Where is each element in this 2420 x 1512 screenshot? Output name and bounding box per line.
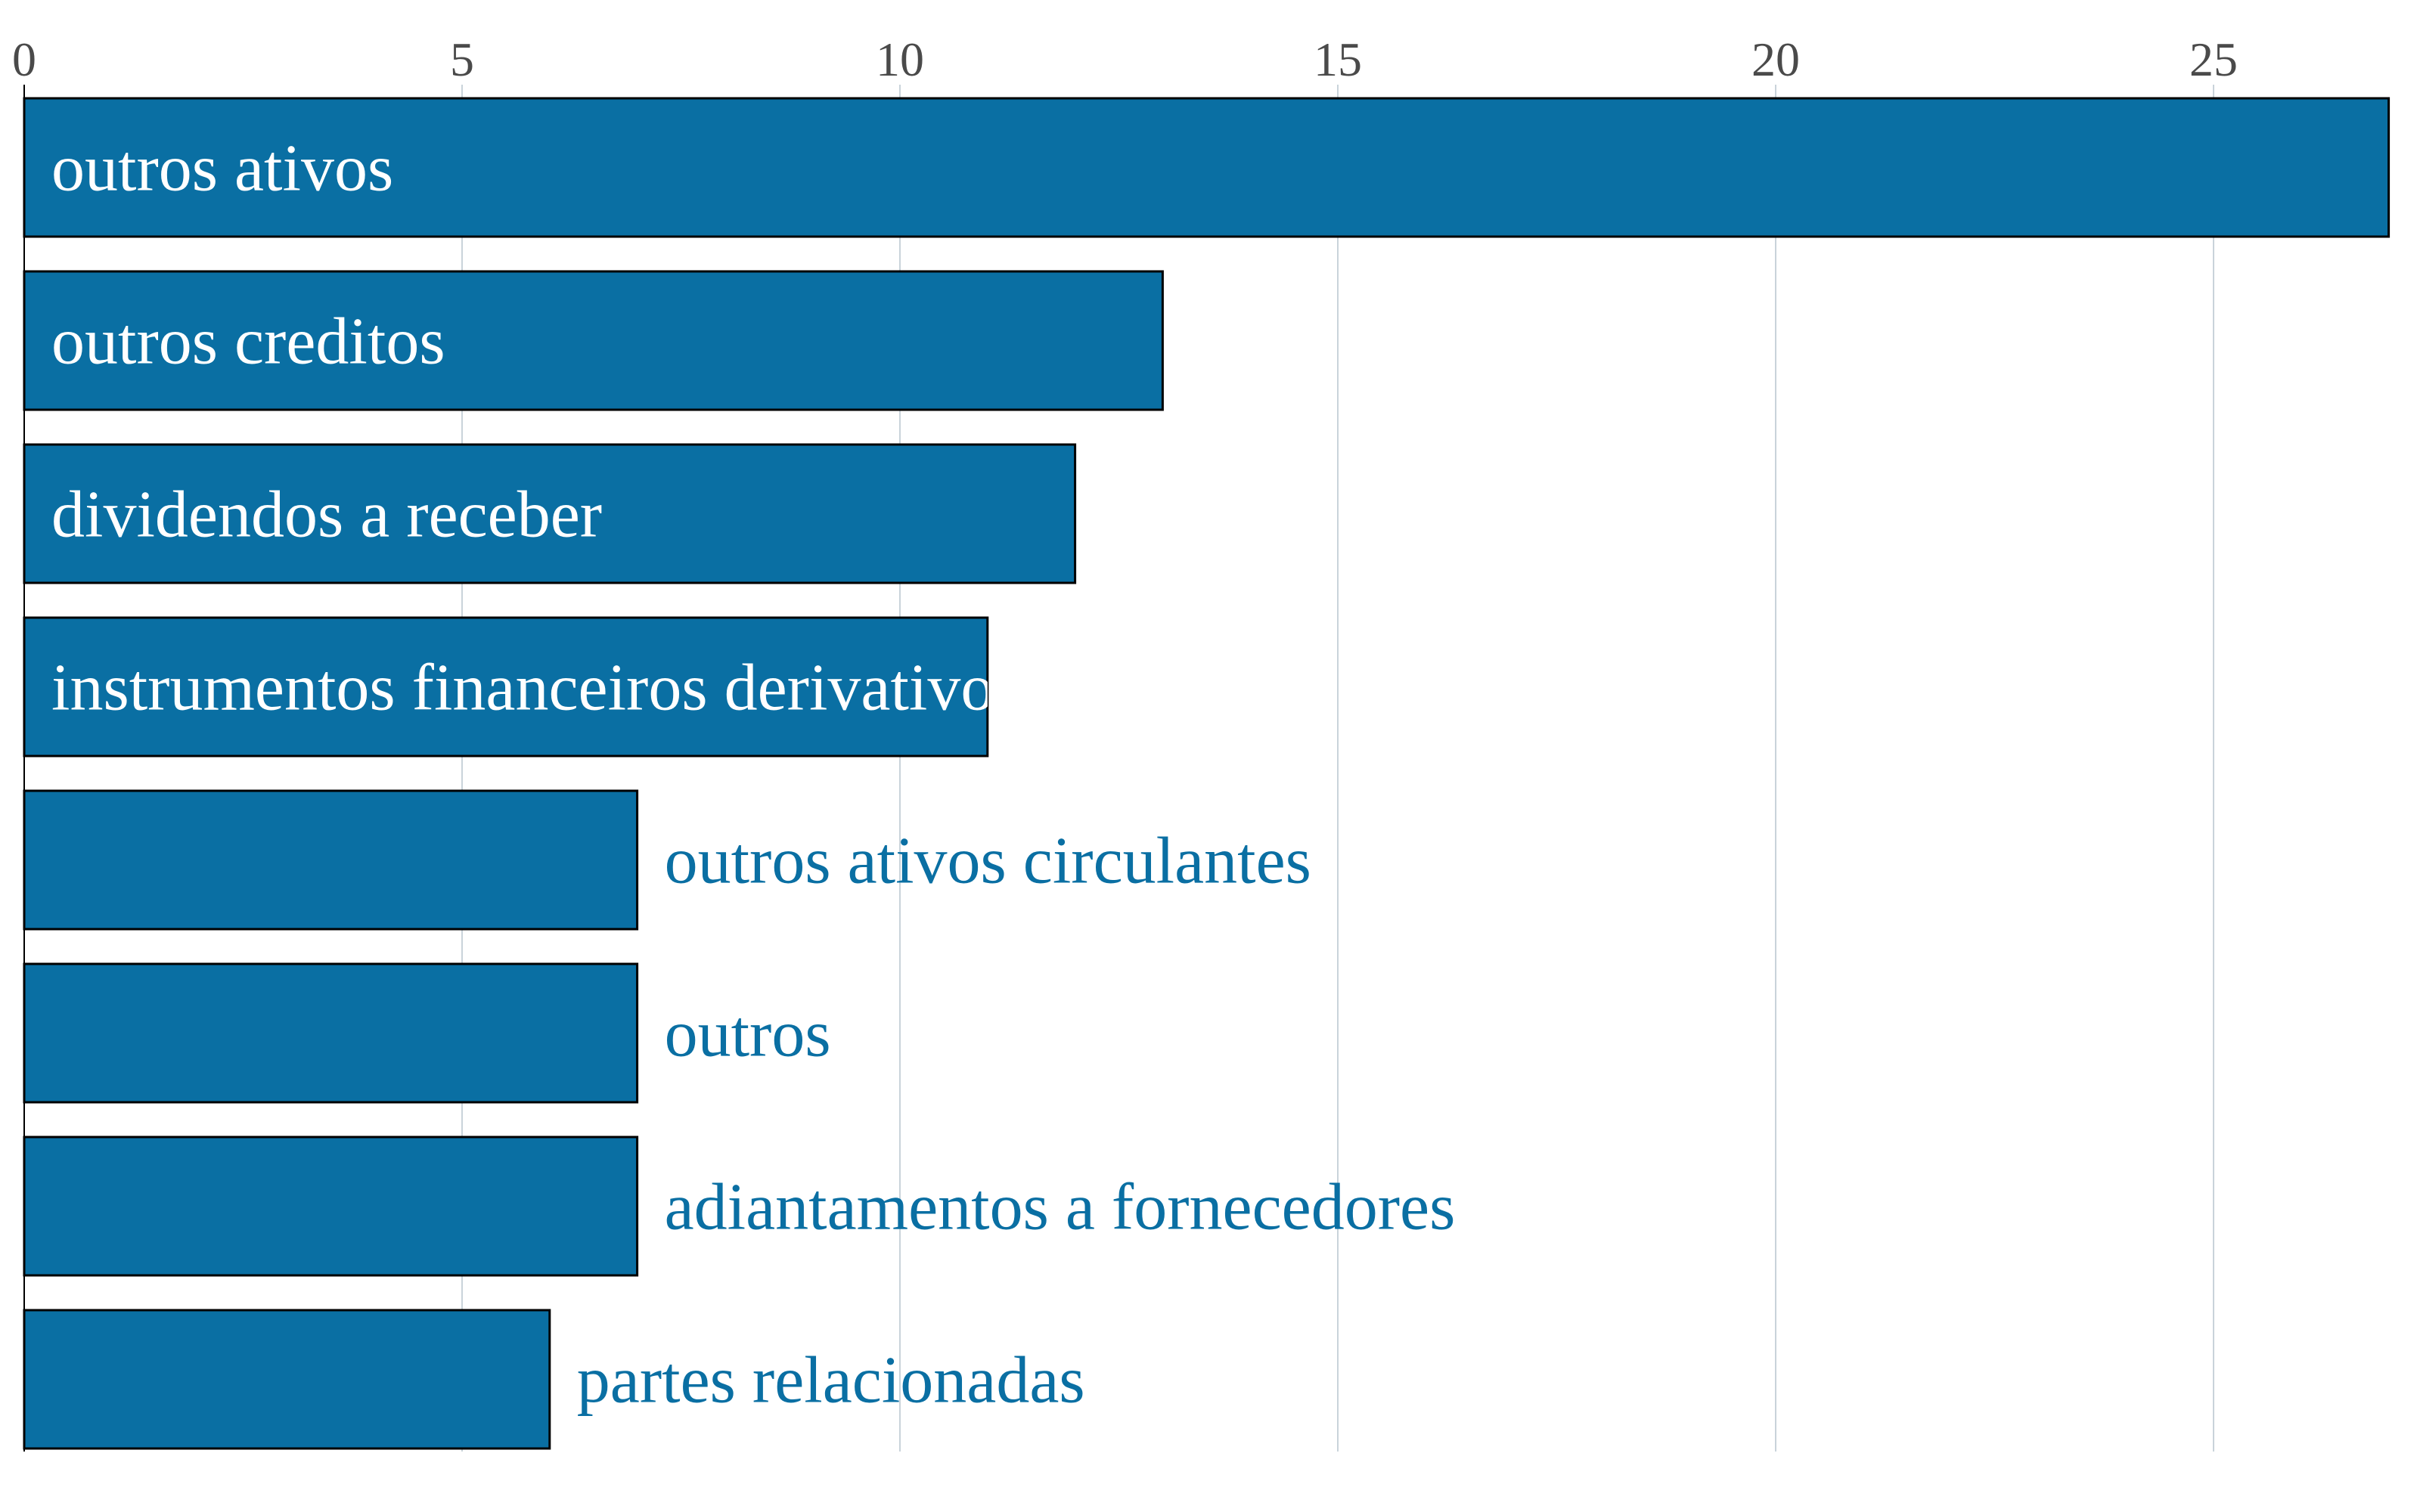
bar [23,962,639,1104]
bars [23,97,2391,1450]
bar [23,1309,551,1450]
x-tick-label: 10 [876,33,924,86]
bar [23,443,1077,584]
x-tick-labels: 0 5 10 15 20 25 [12,33,2238,86]
x-tick-label: 20 [1751,33,1800,86]
x-tick-label: 15 [1314,33,1362,86]
bar-label: outros [665,998,831,1071]
x-tick-label: 0 [12,33,36,86]
bar [23,1136,639,1277]
bar [23,616,989,758]
x-tick-label: 25 [2189,33,2238,86]
bar [23,789,639,931]
bar-label: adiantamentos a fornecedores [665,1171,1456,1244]
x-tick-label: 5 [450,33,474,86]
bar-label: instrumentos financeiros derivativos [51,652,1020,725]
bar-label: outros ativos [51,132,393,206]
bar-labels: outros ativos outros creditos dividendos a… [51,132,1455,1418]
bar [23,97,2391,238]
bar-label: outros ativos circulantes [665,825,1311,898]
bar-label: partes relacionadas [577,1344,1085,1418]
bar-label: outros creditos [51,305,445,379]
bar-label: dividendos a receber [51,479,602,552]
